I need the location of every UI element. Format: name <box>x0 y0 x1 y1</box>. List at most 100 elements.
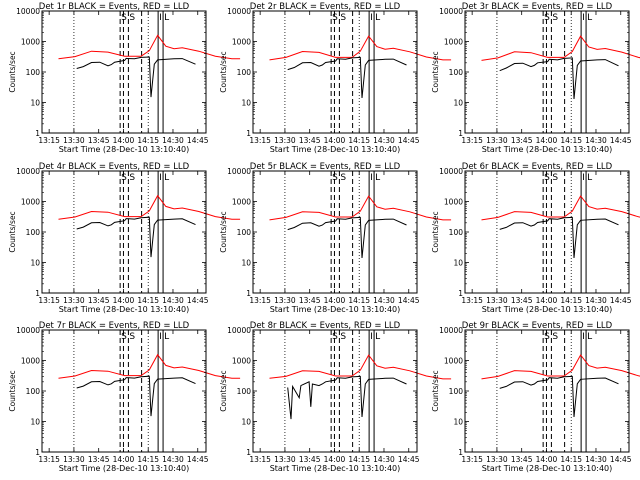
panel-9-ytick-label-4: 1000 <box>444 357 463 366</box>
panel-1-ytick-label-2: 10 <box>30 99 40 108</box>
panel-4-solid-marker-label-2: L <box>164 173 169 183</box>
panel-9-axes-frame <box>464 329 630 453</box>
panel-4-title: Det 4r BLACK = Events, RED = LLD <box>39 162 190 172</box>
panel-4-dashed-marker-label-1: S <box>121 173 127 183</box>
panel-3-xtick-label-2: 13:30 <box>486 136 508 145</box>
panel-2-xtick-label-1: 13:15 <box>249 136 271 145</box>
panel-3-solid-marker-label-2: L <box>587 13 592 23</box>
panel-3-dashed-marker-label-1: S <box>544 13 550 23</box>
panel-5-ytick-label-2: 10 <box>241 259 251 268</box>
panel-1-ytick-label-5: 10000 <box>16 7 40 16</box>
panel-1-solid-marker-label-2: L <box>164 13 169 23</box>
panel-7-ytick-label-2: 10 <box>30 418 40 427</box>
panel-6-ytick-label-3: 100 <box>449 228 464 237</box>
panel-1-xtick-label-7: 14:45 <box>187 136 209 145</box>
panel-4-xtick-label-1: 13:15 <box>38 296 60 305</box>
panel-8-dashed-marker-label-3: S <box>340 332 346 342</box>
panel-9-title: Det 9r BLACK = Events, RED = LLD <box>462 321 613 331</box>
panel-5-ytick-label-4: 1000 <box>232 198 251 207</box>
panel-8-title: Det 8r BLACK = Events, RED = LLD <box>250 321 401 331</box>
panel-2-ytick-label-5: 10000 <box>227 7 251 16</box>
panel-3-solid-marker-label-1: I <box>582 13 585 23</box>
panel-6-solid-marker-label-1: I <box>582 173 585 183</box>
panel-9-xlabel: Start Time (28-Dec-10 13:10:40) <box>482 464 613 473</box>
panel-4-dashed-marker-label-3: S <box>129 173 135 183</box>
panel-8-dashed-marker-label-1: S <box>332 332 338 342</box>
panel-5-dashed-marker-label-3: S <box>340 173 346 183</box>
panel-4-ytick-label-4: 1000 <box>21 198 40 207</box>
panel-6-xtick-label-3: 13:45 <box>511 296 533 305</box>
panel-2-events-line <box>287 56 407 99</box>
panel-2-ytick-label-3: 100 <box>237 68 252 77</box>
panel-1-xtick-label-2: 13:30 <box>63 136 85 145</box>
panel-6-xtick-label-5: 14:15 <box>560 296 582 305</box>
panel-4-ytick-label-2: 10 <box>30 259 40 268</box>
panel-3-xlabel: Start Time (28-Dec-10 13:10:40) <box>482 145 613 154</box>
panel-9-xtick-label-2: 13:30 <box>486 455 508 464</box>
panel-7-dashed-marker-label-3: S <box>129 332 135 342</box>
panel-4-solid-marker-label-1: I <box>159 173 162 183</box>
panel-3-ytick-label-1: 1 <box>458 129 463 138</box>
panel-3-xtick-label-1: 13:15 <box>461 136 483 145</box>
panel-8-xtick-label-3: 13:45 <box>299 455 321 464</box>
panel-3-ytick-label-3: 100 <box>449 68 464 77</box>
panel-8-xtick-label-2: 13:30 <box>274 455 296 464</box>
panel-1-dashed-marker-label-1: S <box>121 13 127 23</box>
panel-9-dashed-marker-label-1: S <box>544 332 550 342</box>
panel-2-xtick-label-6: 14:30 <box>373 136 395 145</box>
panel-9-xtick-label-3: 13:45 <box>511 455 533 464</box>
panel-7-xtick-label-5: 14:15 <box>137 455 159 464</box>
panel-2-ytick-label-2: 10 <box>241 99 251 108</box>
panel-5-title: Det 5r BLACK = Events, RED = LLD <box>250 162 401 172</box>
panel-5-ylabel: Counts/sec <box>219 211 228 252</box>
panel-7-xtick-label-1: 13:15 <box>38 455 60 464</box>
panel-4-ylabel: Counts/sec <box>8 211 17 252</box>
panel-2-xtick-label-7: 14:45 <box>398 136 420 145</box>
panel-2-xtick-label-4: 14:00 <box>324 136 346 145</box>
panel-3-title: Det 3r BLACK = Events, RED = LLD <box>462 2 613 12</box>
panel-3-xtick-label-4: 14:00 <box>536 136 558 145</box>
panel-8-xtick-label-6: 14:30 <box>373 455 395 464</box>
panel-5-xtick-label-7: 14:45 <box>398 296 420 305</box>
panel-6-xtick-label-1: 13:15 <box>461 296 483 305</box>
panel-7-lld-line <box>58 353 241 379</box>
panel-1-ytick-label-1: 1 <box>35 129 40 138</box>
panel-7-solid-marker-label-2: L <box>164 332 169 342</box>
panel-2-xtick-label-5: 14:15 <box>348 136 370 145</box>
panel-5-solid-marker-label-1: I <box>370 173 373 183</box>
panel-1-ylabel: Counts/sec <box>8 51 17 92</box>
panel-5-ytick-label-3: 100 <box>237 228 252 237</box>
panel-5-solid-marker-label-2: L <box>375 173 380 183</box>
panel-9-lld-line <box>481 354 640 380</box>
panel-2-xtick-label-3: 13:45 <box>299 136 321 145</box>
panel-6-ytick-label-4: 1000 <box>444 198 463 207</box>
panel-8-xtick-label-4: 14:00 <box>324 455 346 464</box>
panel-5-xlabel: Start Time (28-Dec-10 13:10:40) <box>270 305 401 314</box>
panel-3-ytick-label-4: 1000 <box>444 38 463 47</box>
panel-8-xlabel: Start Time (28-Dec-10 13:10:40) <box>270 464 401 473</box>
panel-7-xtick-label-6: 14:30 <box>162 455 184 464</box>
panel-7-xtick-label-3: 13:45 <box>88 455 110 464</box>
panel-6-xlabel: Start Time (28-Dec-10 13:10:40) <box>482 305 613 314</box>
panel-8-solid-marker-label-1: I <box>370 332 373 342</box>
panel-7-ytick-label-5: 10000 <box>16 326 40 335</box>
panel-9-ylabel: Counts/sec <box>431 370 440 411</box>
panel-8-axes-frame <box>252 329 418 453</box>
panel-4-ytick-label-3: 100 <box>26 228 41 237</box>
panel-4-ytick-label-1: 1 <box>35 289 40 298</box>
panel-9-events-line <box>499 375 619 418</box>
panel-8-ytick-label-3: 100 <box>237 387 252 396</box>
panel-9-ytick-label-1: 1 <box>458 448 463 457</box>
panel-8-lld-line <box>269 354 452 380</box>
panel-1-xtick-label-5: 14:15 <box>137 136 159 145</box>
panel-9-ytick-label-5: 10000 <box>439 326 463 335</box>
panel-9-solid-marker-label-2: L <box>587 332 592 342</box>
panel-3-xtick-label-7: 14:45 <box>610 136 632 145</box>
